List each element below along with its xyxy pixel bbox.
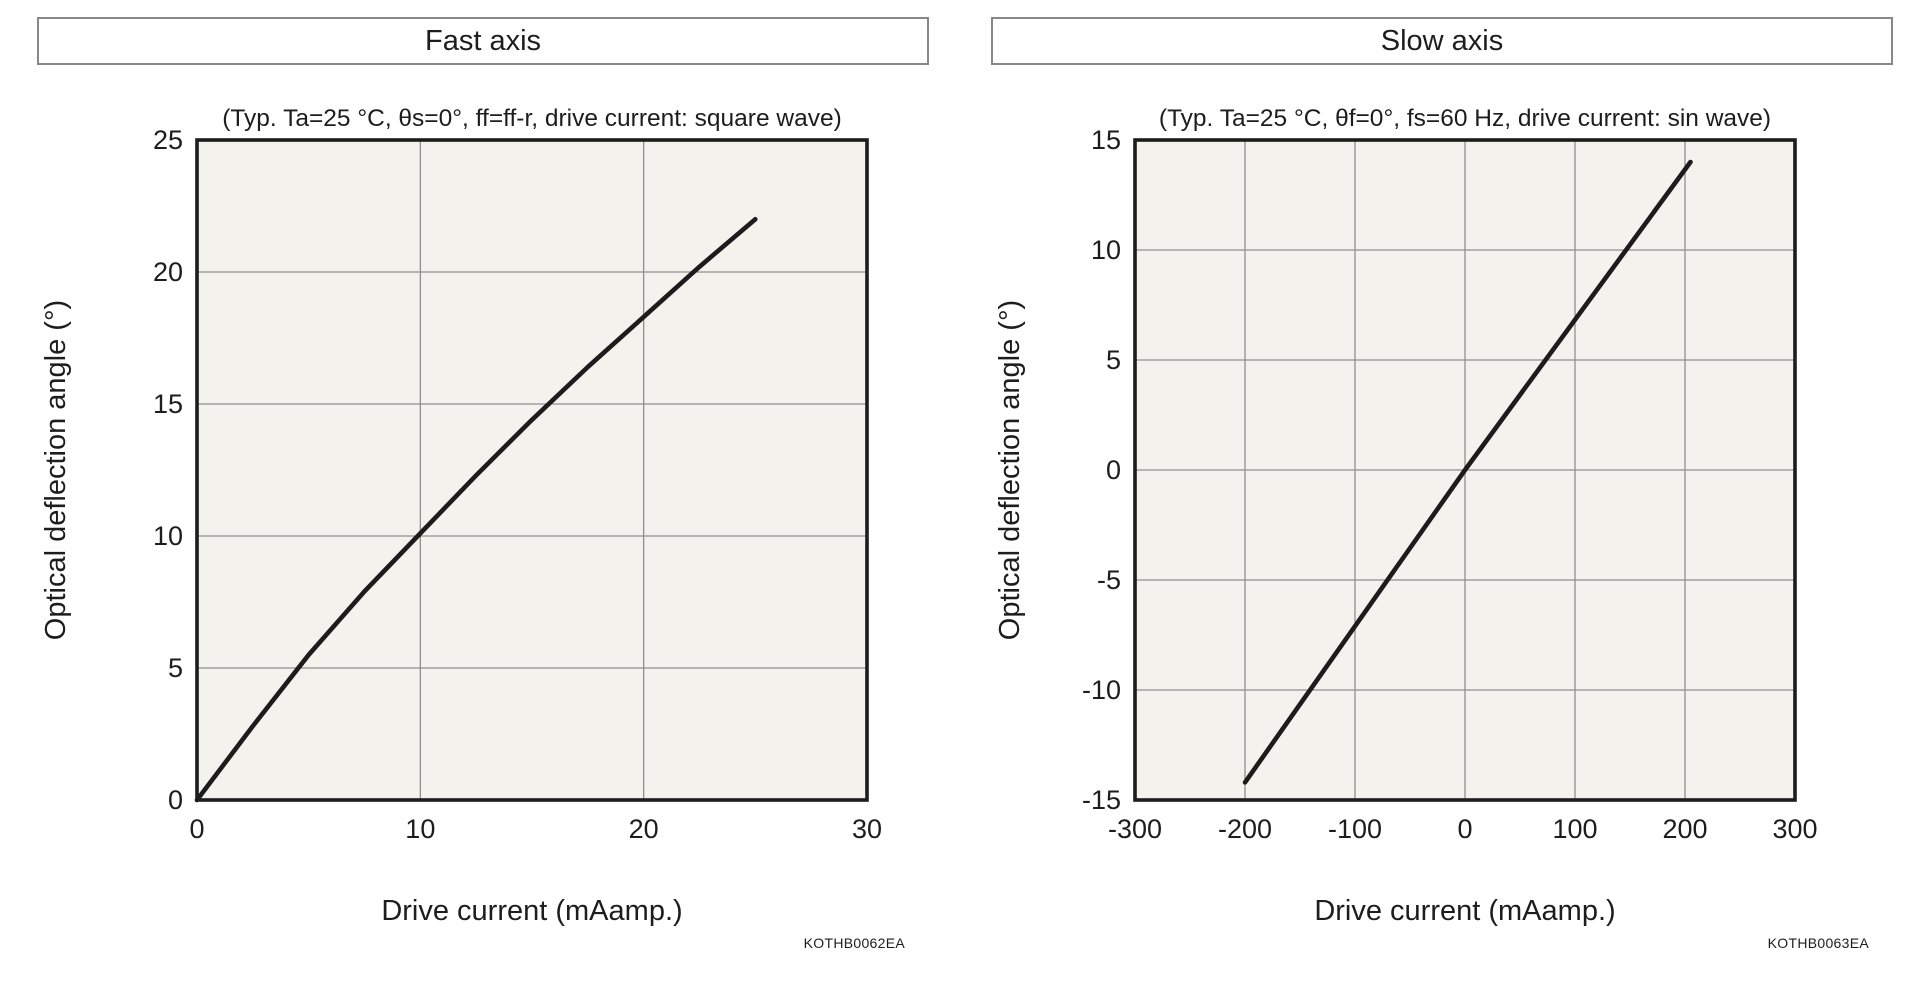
svg-text:-300: -300: [1108, 814, 1162, 844]
svg-text:0: 0: [189, 814, 204, 844]
slow-axis-x-label: Drive current (mAamp.): [1314, 895, 1616, 927]
svg-text:15: 15: [1091, 125, 1121, 155]
svg-text:5: 5: [1106, 345, 1121, 375]
svg-text:5: 5: [168, 653, 183, 683]
fast-axis-doc-code: KOTHB0062EA: [803, 935, 905, 951]
svg-text:-100: -100: [1328, 814, 1382, 844]
svg-text:10: 10: [153, 521, 183, 551]
fast-axis-chart: Fast axis (Typ. Ta=25 °C, θs=0°, ff=ff-r…: [37, 17, 929, 987]
svg-text:0: 0: [1106, 455, 1121, 485]
svg-text:10: 10: [1091, 235, 1121, 265]
svg-text:200: 200: [1662, 814, 1707, 844]
slow-axis-doc-code: KOTHB0063EA: [1767, 935, 1869, 951]
slow-axis-y-label: Optical deflection angle (°): [994, 299, 1026, 641]
svg-text:20: 20: [153, 257, 183, 287]
svg-text:10: 10: [405, 814, 435, 844]
svg-text:0: 0: [168, 785, 183, 815]
slow-axis-chart: Slow axis (Typ. Ta=25 °C, θf=0°, fs=60 H…: [991, 17, 1893, 987]
svg-text:0: 0: [1457, 814, 1472, 844]
slow-axis-title: Slow axis: [1380, 24, 1504, 57]
fast-axis-plot: 0 10 20 30 0 5 10 15 20 25: [153, 125, 882, 844]
svg-text:300: 300: [1772, 814, 1817, 844]
fast-axis-title-box: Fast axis: [37, 17, 929, 65]
slow-axis-conditions: (Typ. Ta=25 °C, θf=0°, fs=60 Hz, drive c…: [1158, 105, 1772, 132]
svg-text:-10: -10: [1082, 675, 1121, 705]
slow-axis-plot: -300 -200 -100 0 100 200 300 -15 -10 -5 0 5 10 15: [1082, 125, 1818, 844]
fast-axis-title: Fast axis: [424, 24, 542, 57]
svg-text:100: 100: [1552, 814, 1597, 844]
svg-text:-5: -5: [1097, 565, 1121, 595]
svg-text:15: 15: [153, 389, 183, 419]
svg-text:20: 20: [629, 814, 659, 844]
fast-axis-x-label: Drive current (mAamp.): [381, 895, 683, 927]
svg-text:-200: -200: [1218, 814, 1272, 844]
fast-axis-conditions: (Typ. Ta=25 °C, θs=0°, ff=ff-r, drive cu…: [222, 105, 842, 132]
svg-text:25: 25: [153, 125, 183, 155]
svg-text:-15: -15: [1082, 785, 1121, 815]
svg-text:30: 30: [852, 814, 882, 844]
slow-axis-title-box: Slow axis: [991, 17, 1893, 65]
fast-axis-y-label: Optical deflection angle (°): [40, 299, 72, 641]
